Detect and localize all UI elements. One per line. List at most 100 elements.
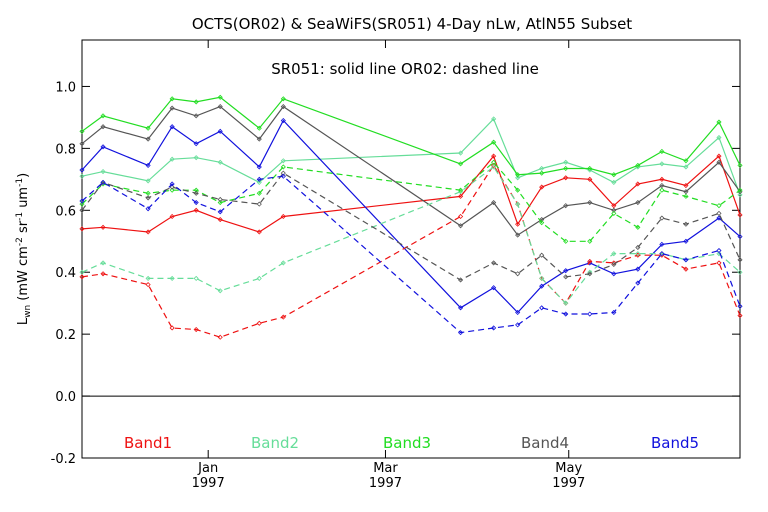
series-point [169, 275, 175, 281]
series-point [737, 162, 743, 168]
series-line [81, 96, 741, 176]
series-point [169, 213, 175, 220]
series-point [145, 282, 151, 288]
series-point [737, 234, 743, 240]
series-point [256, 136, 262, 142]
y-tick-label: 0.0 [55, 390, 76, 405]
series-point [256, 320, 262, 326]
series-point [217, 196, 223, 203]
y-tick-label: 0.8 [55, 142, 76, 157]
y-tick-label: 0.6 [55, 204, 76, 219]
series-point [256, 164, 262, 170]
series-point [169, 187, 175, 193]
series-point [563, 203, 569, 209]
series-point [563, 274, 569, 280]
x-tick-month: Jan [197, 461, 218, 476]
series-point [217, 94, 223, 100]
series-point [100, 169, 106, 175]
series-point [611, 172, 617, 178]
series-point [515, 175, 521, 181]
series-point [280, 213, 286, 220]
chart-title: OCTS(OR02) & SeaWiFS(SR051) 4-Day nLw, A… [192, 15, 632, 33]
series-point [659, 182, 665, 189]
series-point [563, 159, 569, 165]
svg-text:Lwn (mW cm-2 sr-1 um-1): Lwn (mW cm-2 sr-1 um-1) [15, 173, 33, 325]
series-line [81, 175, 741, 334]
series-point [79, 128, 85, 134]
series-point [280, 117, 286, 124]
series-point [79, 207, 85, 213]
series-point [280, 173, 286, 179]
x-tick-month: Mar [373, 461, 398, 476]
series-point [563, 300, 569, 306]
series-point [659, 241, 665, 247]
series-point [491, 116, 497, 122]
ylabel-sub: wn [23, 305, 33, 318]
series-point [683, 221, 689, 227]
series-point [659, 251, 665, 257]
chart-subtitle: SR051: solid line OR02: dashed line [271, 60, 539, 78]
series-point [635, 181, 641, 187]
series-line [81, 105, 741, 236]
series-point [280, 164, 286, 170]
series-point [145, 229, 151, 235]
series-point [716, 210, 722, 216]
x-tick-year: 1997 [192, 476, 225, 491]
series-point [611, 309, 617, 316]
series-line [81, 172, 741, 281]
series-point [635, 199, 641, 206]
series-point [683, 266, 689, 272]
series-point [169, 325, 175, 331]
series-point [659, 148, 665, 155]
series-point [145, 275, 151, 281]
series-point [193, 207, 199, 213]
legend-item: Band2 [251, 434, 299, 452]
series-point [217, 288, 223, 294]
series-line [81, 166, 741, 305]
series-point [79, 201, 85, 207]
series-point [683, 158, 689, 164]
series-point [635, 251, 641, 257]
series-point [193, 190, 199, 196]
series-point [169, 156, 175, 162]
series-point [515, 201, 521, 207]
ylabel-units-sup3: -1 [15, 178, 25, 187]
series-point [217, 334, 223, 340]
series-point [458, 161, 464, 167]
series-point [145, 178, 151, 184]
series-point [635, 280, 641, 286]
series-point [280, 96, 286, 102]
series-point [587, 311, 593, 317]
series-point [217, 159, 223, 165]
series-point [539, 305, 545, 311]
series-point [515, 271, 521, 277]
series-point [539, 275, 545, 281]
series-point [659, 187, 665, 193]
ylabel-units: (mW cm [16, 246, 31, 301]
series-point [587, 258, 593, 264]
series-point [458, 277, 464, 283]
series-point [256, 125, 262, 131]
series-point [217, 104, 223, 110]
series-point [563, 238, 569, 244]
series-point [563, 175, 569, 181]
series-point [611, 271, 617, 277]
series-point [79, 173, 85, 179]
series-point [217, 128, 223, 134]
series-point [737, 313, 743, 319]
legend-item: Band4 [521, 434, 569, 452]
series-point [539, 184, 545, 190]
series-point [737, 303, 743, 309]
series-point [683, 164, 689, 170]
legend-item: Band1 [124, 434, 172, 452]
series-point [256, 179, 262, 185]
series-point [587, 271, 593, 277]
series-point [683, 257, 689, 263]
series-point [280, 170, 286, 176]
legend-item: Band3 [383, 434, 431, 452]
series-point [491, 153, 497, 159]
series-point [491, 139, 497, 145]
series-point [611, 210, 617, 216]
series-point [515, 309, 521, 316]
series-point [515, 322, 521, 328]
